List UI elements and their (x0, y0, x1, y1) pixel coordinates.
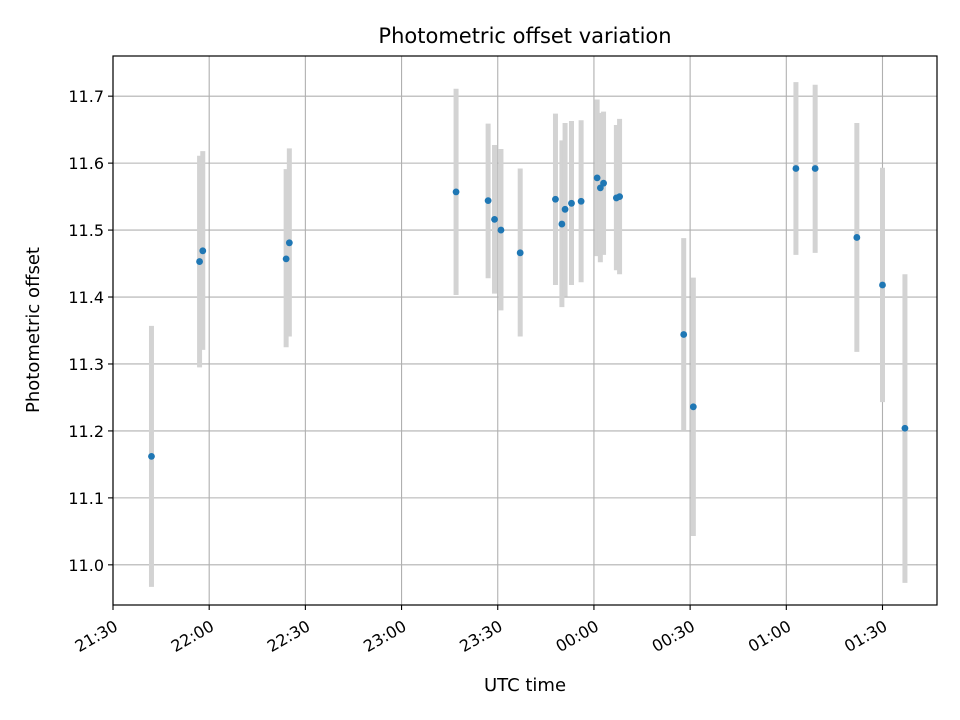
data-point (577, 197, 585, 205)
data-point (558, 220, 566, 228)
data-point (552, 195, 559, 203)
data-point (561, 205, 569, 213)
grid (112, 56, 937, 605)
y-tick-label: 11.1 (68, 489, 104, 508)
y-tick-label: 11.7 (68, 87, 104, 106)
data-point (285, 239, 293, 247)
y-tick-label: 11.0 (68, 556, 104, 575)
data-point (282, 255, 290, 263)
y-axis-label: Photometric offset (23, 247, 44, 413)
data-point (901, 424, 909, 432)
y-tick-label: 11.6 (68, 154, 104, 173)
data-point (568, 199, 575, 207)
x-axis-label: UTC time (484, 675, 566, 696)
chart-title: Photometric offset variation (378, 24, 671, 48)
data-point (491, 215, 498, 223)
data-point (484, 197, 492, 205)
data-point (680, 331, 688, 338)
data-point (879, 281, 886, 289)
y-tick-label: 11.2 (68, 422, 104, 441)
data-point (497, 226, 505, 234)
plot-frame (112, 55, 938, 606)
y-tick-label: 11.5 (68, 221, 104, 240)
data-point (196, 258, 203, 265)
data-points (148, 165, 909, 460)
data-point (199, 247, 207, 255)
data-point (853, 234, 861, 241)
data-point (689, 403, 697, 411)
data-point (452, 188, 460, 196)
y-axis: 11.0 11.1 11.2 11.3 11.4 11.5 11.6 11.7 (68, 87, 113, 575)
data-point (600, 179, 607, 187)
y-tick-label: 11.4 (68, 288, 104, 307)
y-tick-label: 11.3 (68, 355, 104, 374)
data-point (616, 193, 623, 200)
data-point (516, 249, 524, 257)
data-point (792, 165, 800, 172)
data-point (148, 452, 155, 460)
data-point (593, 174, 601, 182)
data-point (811, 165, 819, 172)
